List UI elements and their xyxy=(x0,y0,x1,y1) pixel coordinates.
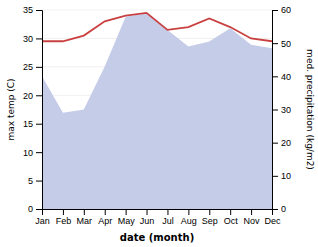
tick-label: Jan xyxy=(35,216,50,226)
tick-mark xyxy=(36,152,42,153)
tick-label: 30 xyxy=(23,34,33,44)
y2-axis-title: med. precipitation (kg/m2) xyxy=(305,49,315,170)
tick-label: Aug xyxy=(181,216,197,226)
tick: Apr xyxy=(98,209,112,226)
tick-label: 5 xyxy=(28,176,33,186)
tick: 20 xyxy=(23,91,42,101)
tick-mark xyxy=(36,38,42,39)
tick-label: 0 xyxy=(281,204,286,214)
tick-mark xyxy=(167,209,168,215)
axis-line xyxy=(273,11,279,210)
grid-line xyxy=(42,10,272,11)
tick: Jul xyxy=(162,209,174,226)
y-axis-title: max temp (C) xyxy=(6,78,16,140)
tick-label: Nov xyxy=(244,216,261,226)
tick-mark xyxy=(251,209,252,215)
x-axis-title: date (month) xyxy=(120,232,194,243)
tick-label: 20 xyxy=(281,138,291,148)
tick-label: 10 xyxy=(23,148,33,158)
tick: May xyxy=(118,209,136,226)
tick-label: 50 xyxy=(281,39,291,49)
tick: 25 xyxy=(23,62,42,72)
tick: 40 xyxy=(272,72,291,82)
tick: 60 xyxy=(272,5,291,15)
chart: JanFebMarAprMayJunJulAugSepOctNovDec0510… xyxy=(0,0,318,247)
tick-mark xyxy=(209,209,210,215)
tick: Nov xyxy=(244,209,261,226)
line xyxy=(42,13,272,41)
tick-label: May xyxy=(118,216,136,226)
tick: 15 xyxy=(23,119,42,129)
tick: 5 xyxy=(28,176,42,186)
tick: Jan xyxy=(35,209,50,226)
marks xyxy=(42,13,272,209)
tick: 0 xyxy=(272,204,286,214)
tick: 0 xyxy=(28,204,42,214)
tick-mark xyxy=(126,209,127,215)
tick: 30 xyxy=(272,105,291,115)
tick-label: 30 xyxy=(281,105,291,115)
tick: Feb xyxy=(56,209,72,226)
tick: Jun xyxy=(140,209,155,226)
tick-mark xyxy=(84,209,85,215)
tick: 35 xyxy=(23,5,42,15)
tick-mark xyxy=(272,43,278,44)
tick-mark xyxy=(63,209,64,215)
tick-label: Oct xyxy=(224,216,239,226)
tick-mark xyxy=(230,209,231,215)
tick-mark xyxy=(272,176,278,177)
tick-label: 15 xyxy=(23,119,33,129)
area xyxy=(42,13,272,209)
tick-label: 25 xyxy=(23,62,33,72)
axis-line xyxy=(36,11,43,210)
tick-mark xyxy=(36,95,42,96)
tick: 30 xyxy=(23,34,42,44)
tick-label: Feb xyxy=(56,216,72,226)
tick: Oct xyxy=(224,209,239,226)
tick-mark xyxy=(272,143,278,144)
tick-label: 0 xyxy=(28,204,33,214)
tick-mark xyxy=(36,124,42,125)
axis-line xyxy=(43,210,273,216)
tick-label: 40 xyxy=(281,72,291,82)
tick-mark xyxy=(272,76,278,77)
tick-label: Jun xyxy=(140,216,155,226)
tick: Aug xyxy=(181,209,197,226)
tick: Dec xyxy=(264,209,281,226)
tick: 50 xyxy=(272,39,291,49)
tick: Mar xyxy=(77,209,93,226)
tick-mark xyxy=(36,209,42,210)
tick-mark xyxy=(105,209,106,215)
plot: JanFebMarAprMayJunJulAugSepOctNovDec0510… xyxy=(23,5,291,226)
tick-label: Mar xyxy=(77,216,93,226)
tick-mark xyxy=(36,181,42,182)
tick-label: 20 xyxy=(23,91,33,101)
tick-label: Sep xyxy=(202,216,218,226)
tick-label: 35 xyxy=(23,5,33,15)
tick-label: 60 xyxy=(281,5,291,15)
y2-axis: 0 10 20 30 40 50 60 xyxy=(272,5,291,214)
tick-mark xyxy=(272,10,278,11)
grid xyxy=(42,10,272,209)
tick: Sep xyxy=(202,209,218,226)
tick-mark xyxy=(147,209,148,215)
x-axis: Jan Feb Mar Apr May Jun Jul Aug Sep Oct NovDec xyxy=(35,209,281,226)
tick: 20 xyxy=(272,138,291,148)
tick-label: Dec xyxy=(264,216,281,226)
tick-mark xyxy=(188,209,189,215)
tick-mark xyxy=(36,67,42,68)
y-axis: 0 5 10 15 20 25 30 35 xyxy=(23,5,43,214)
tick: 10 xyxy=(23,148,42,158)
tick-label: Apr xyxy=(98,216,112,226)
tick-label: Jul xyxy=(162,216,174,226)
tick-mark xyxy=(272,110,278,111)
tick-mark xyxy=(36,10,42,11)
tick: 10 xyxy=(272,171,291,181)
tick-mark xyxy=(272,209,278,210)
tick-label: 10 xyxy=(281,171,291,181)
